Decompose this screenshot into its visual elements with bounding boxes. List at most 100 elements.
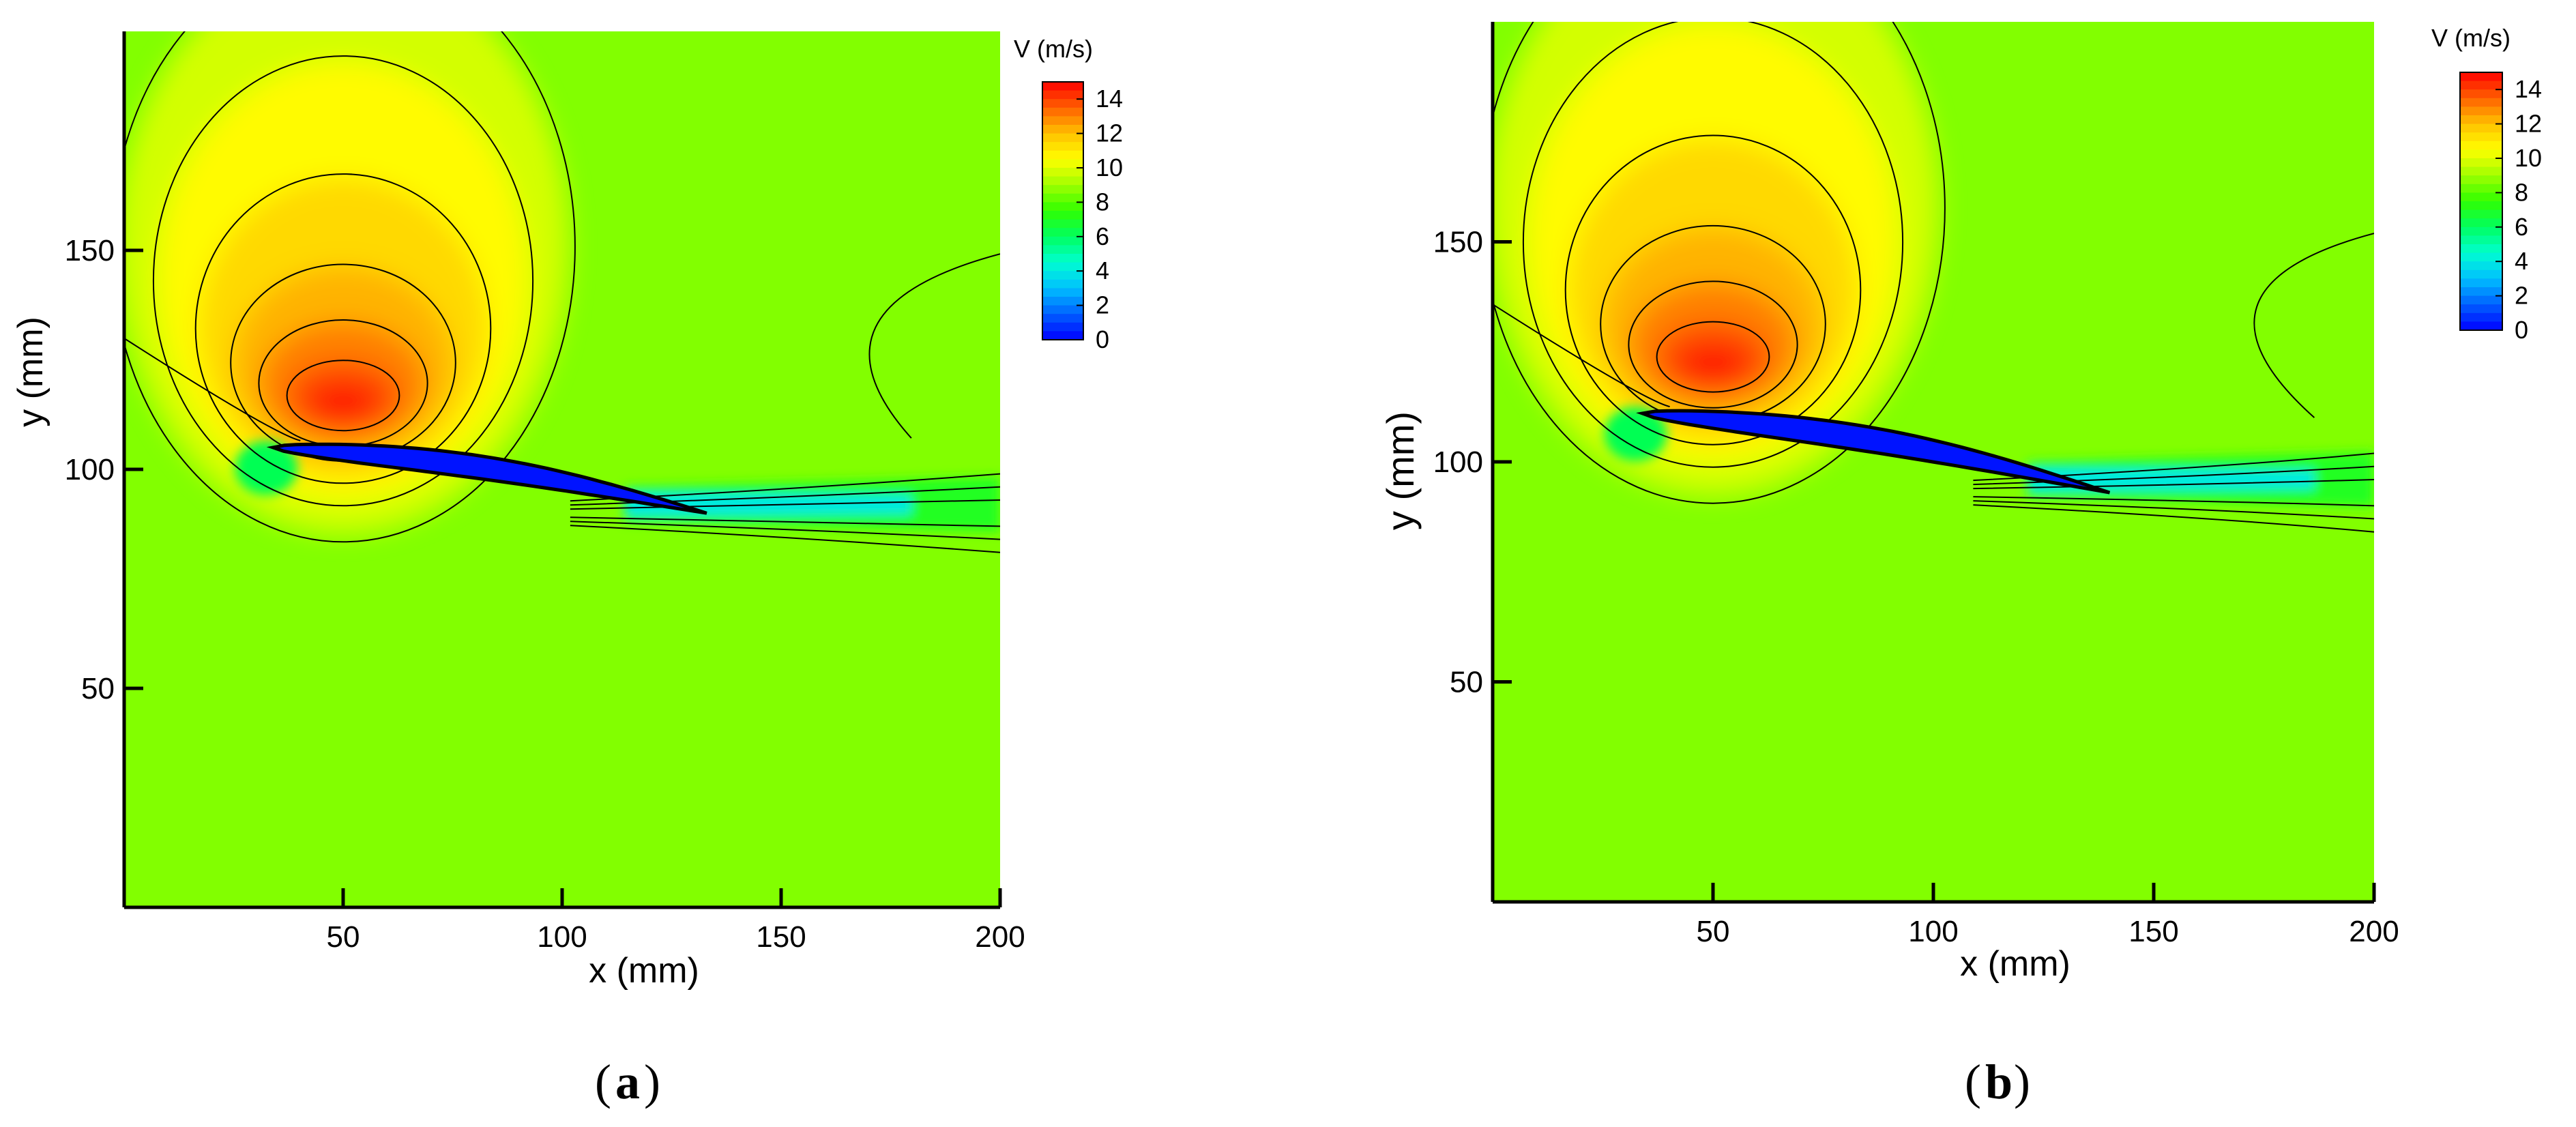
colorbar-tick-label-a-4: 6 — [1096, 222, 1109, 250]
wake-contour-b-5 — [1973, 500, 2374, 520]
colorbar-swatch-a-16 — [1042, 219, 1083, 229]
colorbar-frame-b — [2459, 72, 2503, 331]
colorbar-swatch-a-11 — [1042, 176, 1083, 186]
colorbar-swatch-a-8 — [1042, 150, 1083, 160]
y-tick-label-b-0: 50 — [1450, 666, 1483, 699]
colorbar-title-a: V (m/s) — [1014, 35, 1093, 63]
colorbar-swatch-a-27 — [1042, 314, 1083, 323]
wake-contour-b-4 — [1973, 496, 2374, 507]
colorbar-tick-label-a-5: 4 — [1096, 257, 1109, 284]
colorbar-swatch-a-0 — [1042, 82, 1083, 91]
airfoil-a — [266, 442, 707, 515]
colorbar-swatch-a-21 — [1042, 262, 1083, 272]
colorbar-swatch-b-22 — [2460, 261, 2502, 271]
colorbar-swatch-b-29 — [2460, 321, 2502, 331]
panel-label-b: ( b ) — [1965, 1055, 2030, 1109]
contour-line-b-0 — [1493, 22, 1946, 504]
contour-line-b-4 — [1628, 280, 1798, 409]
y-tick-label-a-0: 50 — [81, 672, 115, 705]
colorbar-swatch-a-17 — [1042, 228, 1083, 237]
colorbar-swatch-b-8 — [2460, 141, 2502, 151]
y-tick-label-b-1: 100 — [1433, 445, 1483, 479]
panel-label-close-paren-a: ) — [644, 1055, 660, 1109]
colorbar-swatch-a-7 — [1042, 142, 1083, 151]
upstream-contour-b — [1493, 304, 1670, 408]
colorbar-swatch-a-2 — [1042, 99, 1083, 108]
x-tick-label-a-1: 100 — [537, 920, 587, 954]
colorbar-tick-label-b-2: 10 — [2515, 144, 2542, 172]
contour-line-a-0 — [124, 31, 576, 543]
colorbar-swatch-a-20 — [1042, 254, 1083, 263]
colorbar-swatch-b-7 — [2460, 132, 2502, 142]
colorbar-swatch-b-20 — [2460, 244, 2502, 254]
panel-label-open-paren-a: ( — [595, 1055, 611, 1109]
colorbar-tick-label-b-5: 4 — [2515, 247, 2528, 275]
y-tick-label-a-2: 150 — [65, 234, 115, 267]
contour-line-a-5 — [286, 360, 400, 432]
colorbar-swatch-b-27 — [2460, 304, 2502, 314]
colorbar-swatch-a-28 — [1042, 322, 1083, 332]
contour-lines-a — [124, 31, 1000, 553]
colorbar-swatch-b-2 — [2460, 89, 2502, 99]
contour-line-a-1 — [152, 55, 534, 507]
colorbar-tick-label-b-4: 6 — [2515, 213, 2528, 241]
colorbar-swatch-b-9 — [2460, 149, 2502, 159]
axes-b: 50 100 150 200 50 100 150 — [1433, 22, 2399, 948]
colorbar-swatch-b-0 — [2460, 72, 2502, 82]
colorbar-swatch-b-23 — [2460, 269, 2502, 280]
colorbar-swatch-b-14 — [2460, 192, 2502, 202]
colorbar-swatch-a-9 — [1042, 159, 1083, 169]
velocity-field-b — [1493, 22, 2374, 902]
colorbar-swatch-a-1 — [1042, 90, 1083, 100]
x-axis-title-a: x (mm) — [589, 951, 699, 991]
colorbar-swatch-b-12 — [2460, 175, 2502, 185]
colorbar-swatch-a-19 — [1042, 245, 1083, 254]
colorbar-swatch-b-5 — [2460, 115, 2502, 125]
colorbar-b: 14 12 10 8 6 4 2 0 — [2459, 72, 2542, 344]
colorbar-swatch-b-28 — [2460, 312, 2502, 323]
wake-contour-b-6 — [1973, 504, 2374, 533]
contour-lines-b — [1493, 22, 2374, 533]
colorbar-swatch-a-5 — [1042, 125, 1083, 134]
wake-contour-a-6 — [570, 525, 1000, 553]
colorbar-swatch-b-18 — [2460, 226, 2502, 237]
colorbar-swatch-a-25 — [1042, 297, 1083, 306]
y-axis-title-a: y (mm) — [11, 317, 50, 427]
axes-a: 50 100 150 200 50 100 150 — [65, 31, 1025, 954]
wake-contour-a-4 — [570, 516, 1000, 527]
colorbar-swatch-b-21 — [2460, 252, 2502, 262]
stagnation-region-b — [1604, 407, 1667, 462]
wake-contour-a-2 — [570, 499, 1000, 510]
colorbar-swatch-a-6 — [1042, 133, 1083, 143]
x-tick-label-a-0: 50 — [327, 920, 360, 954]
colorbar-tick-label-a-7: 0 — [1096, 325, 1109, 353]
panel-label-text-a: a — [615, 1055, 640, 1109]
contour-line-b-1 — [1522, 22, 1904, 468]
colorbar-tick-label-b-0: 14 — [2515, 75, 2542, 103]
panel-label-text-b: b — [1985, 1055, 2012, 1109]
colorbar-tick-label-a-0: 14 — [1096, 85, 1123, 113]
colorbar-swatch-a-3 — [1042, 107, 1083, 117]
contour-line-b-5 — [1656, 321, 1770, 393]
y-axis-title-b: y (mm) — [1379, 411, 1422, 530]
colorbar-swatch-b-3 — [2460, 98, 2502, 108]
colorbar-tick-label-b-6: 2 — [2515, 282, 2528, 310]
freestream-contour-a — [868, 253, 1000, 439]
x-tick-label-b-0: 50 — [1697, 915, 1730, 948]
panel-label-a: ( a ) — [595, 1055, 660, 1109]
colorbar-swatch-a-23 — [1042, 279, 1083, 289]
colorbar-swatch-b-24 — [2460, 278, 2502, 288]
x-axis-title-b: x (mm) — [1960, 944, 2070, 984]
wake-contour-a-5 — [570, 521, 1000, 540]
acceleration-lobe-b-6 — [1679, 346, 1747, 382]
wake-contour-b-2 — [1973, 478, 2374, 490]
colorbar-swatch-a-15 — [1042, 211, 1083, 220]
colorbar-swatch-b-15 — [2460, 201, 2502, 211]
colorbar-swatch-b-26 — [2460, 295, 2502, 305]
colorbar-swatch-a-18 — [1042, 236, 1083, 246]
colorbar-swatch-b-1 — [2460, 80, 2502, 90]
acceleration-lobe-a-6 — [309, 384, 377, 420]
